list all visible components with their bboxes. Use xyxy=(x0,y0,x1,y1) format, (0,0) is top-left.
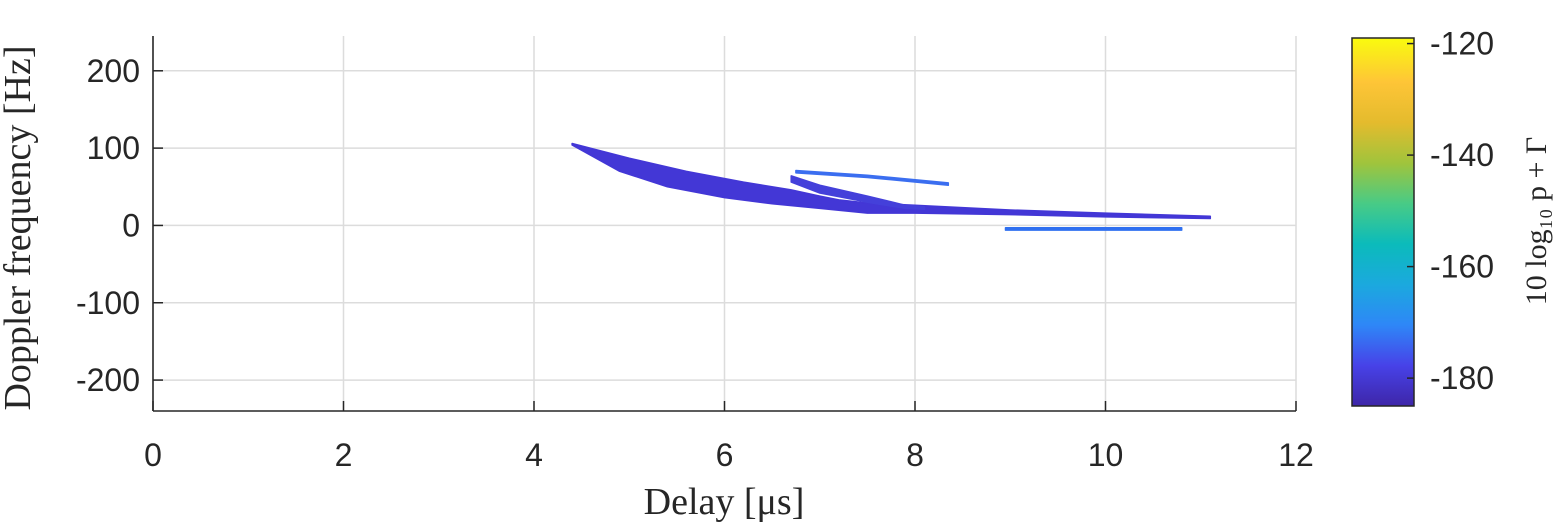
y-axis-title: Doppler frequency [Hz] xyxy=(0,45,39,410)
y-tick-label: 100 xyxy=(87,130,140,166)
colorbar-tick-label: -120 xyxy=(1430,26,1494,62)
x-tick-label: 2 xyxy=(335,437,353,473)
colorbar-ticks: -120 -140 -160 -180 xyxy=(1407,26,1494,396)
grid-lines xyxy=(153,36,1297,411)
region-middle-branch xyxy=(790,175,926,210)
x-tick-label: 8 xyxy=(906,437,924,473)
region-main-branch xyxy=(571,142,1212,220)
region-upper-line xyxy=(795,169,950,186)
y-tick-label: 200 xyxy=(87,53,140,89)
x-tick-label: 10 xyxy=(1088,437,1124,473)
y-tick-label: -200 xyxy=(76,362,140,398)
colorbar-tick-label: -180 xyxy=(1430,360,1494,396)
colorbar xyxy=(1351,37,1415,407)
colorbar-tick-label: -160 xyxy=(1430,249,1494,285)
x-tick-labels: 0 2 4 6 8 10 12 xyxy=(144,437,1314,473)
data-regions xyxy=(571,142,1212,231)
colorbar-tick-label: -140 xyxy=(1430,137,1494,173)
region-lower-line xyxy=(1004,227,1183,231)
y-tick-label: 0 xyxy=(122,207,140,243)
y-tick-labels: 200 100 0 -100 -200 xyxy=(76,53,140,398)
colorbar-title: 10 log₁₀ p + Γ xyxy=(1520,137,1553,306)
x-tick-label: 6 xyxy=(716,437,734,473)
x-tick-label: 12 xyxy=(1278,437,1314,473)
x-axis-title: Delay [μs] xyxy=(644,481,805,523)
x-tick-label: 4 xyxy=(525,437,543,473)
x-tick-label: 0 xyxy=(144,437,162,473)
y-tick-label: -100 xyxy=(76,285,140,321)
plot-axes xyxy=(152,36,1297,412)
